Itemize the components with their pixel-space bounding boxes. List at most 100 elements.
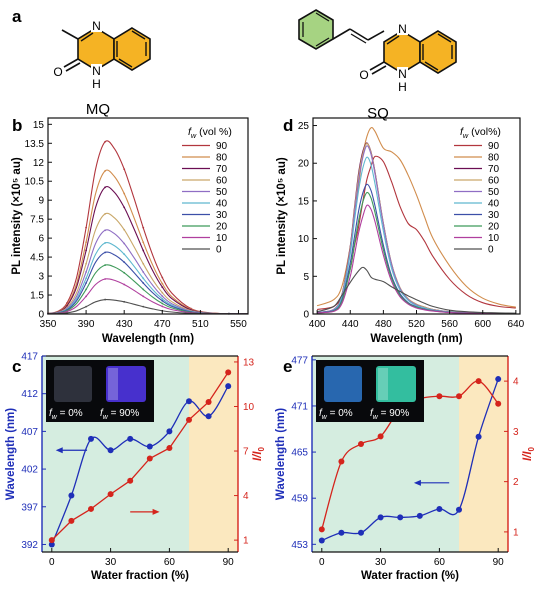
series-marker-b-60 — [123, 228, 126, 231]
series-marker-b-40 — [104, 242, 107, 244]
y-right-axis-label-e: I/I0 — [522, 446, 536, 461]
legend-label-d-0: 0 — [488, 245, 494, 256]
x-tick-label-e: 30 — [375, 557, 387, 568]
series-marker-b-30 — [142, 282, 145, 284]
sq-atom-n-top: N — [398, 22, 407, 36]
x-tick-label-d: 400 — [309, 319, 326, 330]
y-right-tick-label-c: 7 — [243, 447, 249, 458]
series-line-d-20 — [317, 191, 516, 315]
data-point-c-wavelength — [225, 383, 232, 390]
series-marker-b-70 — [85, 249, 87, 252]
data-point-c-wavelength — [166, 428, 173, 435]
mq-atom-n-bottom: N — [92, 64, 101, 78]
mq-benzene-ring — [113, 27, 151, 71]
series-line-c-wavelength — [51, 385, 229, 545]
x-tick-label-b: 430 — [116, 319, 133, 330]
series-marker-b-90 — [161, 276, 164, 279]
x-tick-label-b: 510 — [192, 319, 209, 330]
data-point-c-wavelength — [146, 443, 153, 450]
series-marker-b-70 — [104, 186, 107, 189]
series-marker-b-80 — [161, 282, 164, 285]
y-right-tick-label-c: 10 — [243, 402, 255, 413]
series-marker-b-80 — [104, 169, 107, 172]
y-right-axis-label-c: I/I0 — [252, 446, 266, 461]
x-tick-label-d: 640 — [508, 319, 525, 330]
shade-region-high-e — [459, 356, 508, 552]
chart-d-sq-pl-spectra: 400 440 480 520 560 600 6400510152025Wavelengt… — [276, 117, 525, 345]
mq-atom-n-top: N — [92, 19, 101, 33]
legend-label-d-80: 80 — [488, 153, 500, 164]
y-tick-label-d: 20 — [298, 159, 310, 170]
mq-atom-h: H — [92, 77, 101, 91]
series-marker-b-0 — [85, 305, 87, 308]
x-tick-label-d: 440 — [342, 319, 359, 330]
y-tick-label-b: 13.5 — [25, 139, 45, 150]
series-marker-b-30 — [123, 261, 126, 264]
series-marker-b-20 — [123, 271, 126, 274]
inset-vial-0-c — [54, 366, 92, 402]
y-tick-label-b: 12 — [33, 158, 45, 169]
arrowhead-right-c — [152, 508, 160, 515]
x-tick-label-c: 0 — [49, 557, 55, 568]
y-left-tick-label-c: 417 — [21, 352, 38, 363]
data-point-c-intensity — [186, 416, 192, 423]
y-left-tick-label-e: 477 — [291, 355, 308, 366]
data-point-e-wavelength — [358, 529, 364, 536]
series-marker-b-90 — [142, 226, 145, 229]
x-tick-label-d: 480 — [375, 319, 392, 330]
inset-label-0-e: fw = 0% — [319, 408, 353, 421]
x-tick-label-e: 90 — [493, 557, 505, 568]
x-tick-label-b: 550 — [230, 319, 247, 330]
series-marker-b-50 — [161, 295, 164, 298]
x-axis-label-e: Water fraction (%) — [361, 570, 459, 582]
legend-label-b-20: 20 — [216, 222, 228, 233]
y-left-axis-label-e: Wavelength (nm) — [275, 408, 287, 500]
series-marker-b-50 — [142, 271, 145, 273]
x-tick-label-c: 60 — [164, 557, 176, 568]
series-line-b-70 — [47, 186, 249, 315]
legend-label-d-40: 40 — [488, 199, 500, 210]
series-marker-b-70 — [142, 249, 145, 252]
data-point-e-wavelength — [318, 537, 325, 544]
series-marker-b-80 — [123, 192, 126, 195]
data-point-e-intensity — [456, 393, 462, 400]
mq-atom-o: O — [53, 65, 62, 79]
series-marker-b-80 — [85, 241, 87, 244]
legend-label-b-60: 60 — [216, 176, 228, 187]
chart-c-mq-wavelength-intensity: 0 30 60 90 392 397 402 407 412 417 1 4 7 10 13 Water fr… — [5, 352, 266, 583]
series-marker-b-60 — [142, 262, 145, 265]
series-marker-b-20 — [104, 264, 107, 266]
y-right-tick-label-e: 3 — [513, 427, 519, 438]
data-point-e-wavelength — [495, 376, 502, 383]
y-right-tick-label-c: 4 — [243, 491, 249, 502]
data-point-c-intensity — [205, 399, 212, 406]
legend-title-b: fw (vol %) — [188, 126, 232, 140]
series-marker-b-50 — [104, 229, 107, 232]
legend-label-b-80: 80 — [216, 153, 228, 164]
series-line-d-90 — [317, 155, 516, 311]
data-point-c-intensity — [48, 537, 55, 544]
data-point-e-wavelength — [397, 514, 404, 521]
data-point-e-wavelength — [456, 506, 462, 513]
y-tick-label-b: 1.5 — [30, 291, 44, 302]
y-tick-label-b: 15 — [33, 120, 45, 131]
data-point-e-intensity — [377, 433, 384, 440]
panel-letter-a: a — [12, 7, 22, 26]
panel-letter-b: b — [12, 116, 22, 135]
inset-label-0-c: fw = 0% — [49, 408, 83, 421]
y-tick-label-d: 10 — [298, 234, 310, 245]
y-tick-label-b: 10.5 — [25, 177, 45, 188]
inset-label-90-e: fw = 90% — [370, 408, 409, 421]
data-point-e-intensity — [475, 378, 482, 385]
data-point-c-wavelength — [107, 447, 114, 454]
data-point-c-wavelength — [48, 541, 55, 548]
series-marker-b-0 — [66, 311, 68, 314]
y-left-tick-label-c: 412 — [21, 389, 38, 400]
inset-vial-0-e — [324, 366, 362, 402]
data-point-c-intensity — [146, 455, 153, 462]
data-point-e-intensity — [338, 458, 345, 465]
legend-label-b-0: 0 — [216, 245, 222, 256]
sq-atom-n-bottom: N — [398, 67, 407, 81]
series-marker-b-0 — [142, 305, 145, 308]
